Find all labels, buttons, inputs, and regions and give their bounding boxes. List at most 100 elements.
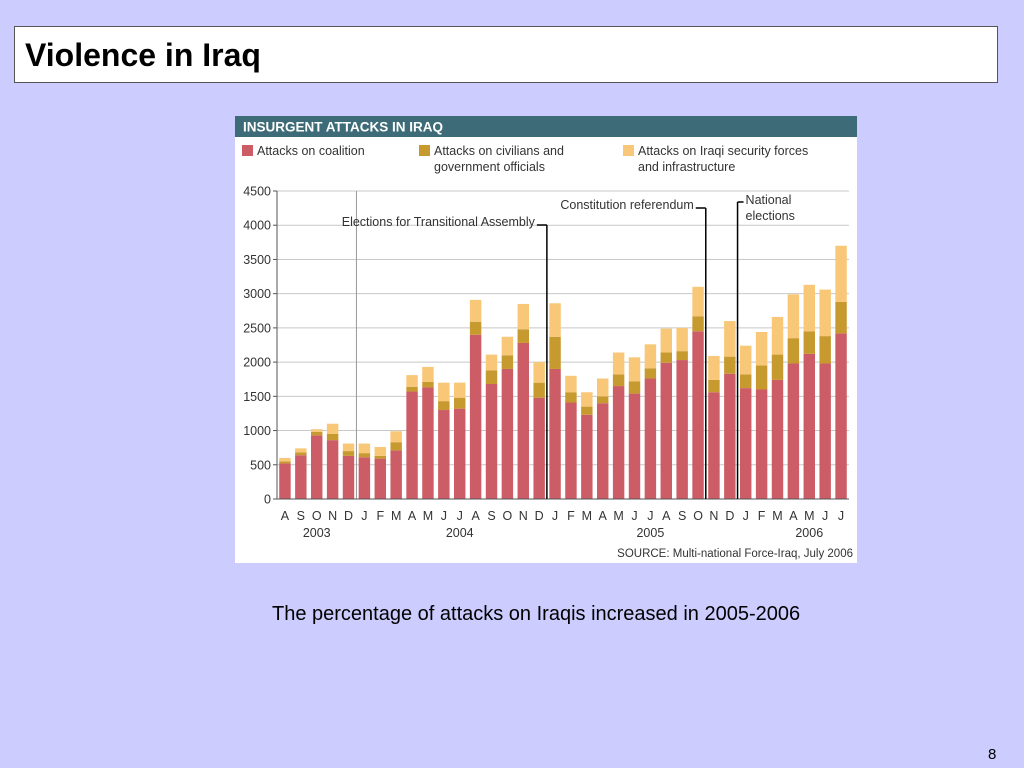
bar-segment bbox=[549, 303, 561, 337]
bar-segment bbox=[533, 362, 545, 383]
insurgent-attacks-chart: INSURGENT ATTACKS IN IRAQ Attacks on coal… bbox=[235, 116, 857, 560]
chart-source: SOURCE: Multi-national Force-Iraq, July … bbox=[617, 548, 853, 560]
bar-segment bbox=[771, 354, 784, 380]
x-tick-label: N bbox=[328, 509, 337, 523]
bar-segment bbox=[517, 342, 529, 499]
x-tick-label: M bbox=[613, 509, 623, 523]
bar-segment bbox=[390, 442, 402, 451]
event-annotation-label: National bbox=[746, 193, 792, 207]
bar-segment bbox=[628, 357, 641, 382]
legend-label: government officials bbox=[434, 160, 545, 174]
bar-segment bbox=[454, 382, 466, 398]
legend-label: Attacks on Iraqi security forces bbox=[638, 144, 808, 158]
bar-segment bbox=[390, 450, 402, 499]
bar-segment bbox=[787, 338, 800, 364]
x-tick-label: A bbox=[281, 509, 290, 523]
chart-title: INSURGENT ATTACKS IN IRAQ bbox=[243, 120, 443, 135]
bar-segment bbox=[326, 433, 339, 441]
y-tick-label: 1500 bbox=[243, 390, 271, 404]
bar-segment bbox=[358, 443, 371, 454]
bar-segment bbox=[485, 354, 498, 371]
bar-segment bbox=[581, 406, 593, 415]
year-label: 2006 bbox=[795, 526, 823, 540]
bar-segment bbox=[660, 328, 672, 353]
x-tick-label: J bbox=[647, 509, 653, 523]
x-tick-label: O bbox=[503, 509, 513, 523]
bar-segment bbox=[311, 429, 323, 432]
year-label: 2004 bbox=[446, 526, 474, 540]
x-tick-label: D bbox=[535, 509, 544, 523]
bar-segment bbox=[597, 396, 609, 404]
legend-label: Attacks on coalition bbox=[257, 144, 365, 158]
legend-swatch bbox=[623, 145, 634, 156]
bar-segment bbox=[406, 386, 418, 392]
y-tick-label: 4000 bbox=[243, 219, 271, 233]
bar-segment bbox=[581, 414, 593, 499]
y-tick-label: 3500 bbox=[243, 253, 271, 267]
x-tick-label: S bbox=[678, 509, 686, 523]
legend-label: and infrastructure bbox=[638, 160, 735, 174]
y-tick-label: 0 bbox=[264, 493, 271, 507]
bar-segment bbox=[517, 303, 529, 330]
x-tick-label: J bbox=[743, 509, 749, 523]
x-tick-label: D bbox=[344, 509, 353, 523]
x-tick-label: M bbox=[423, 509, 433, 523]
legend-swatch bbox=[419, 145, 430, 156]
slide-title: Violence in Iraq bbox=[25, 37, 261, 73]
bar-segment bbox=[438, 401, 450, 411]
x-tick-label: N bbox=[519, 509, 528, 523]
bar-segment bbox=[708, 379, 720, 393]
bar-segment bbox=[469, 299, 482, 322]
x-tick-label: M bbox=[391, 509, 401, 523]
chart-header-bar bbox=[235, 116, 857, 137]
bar-segment bbox=[803, 284, 815, 332]
x-tick-label: S bbox=[297, 509, 305, 523]
bar-segment bbox=[454, 408, 466, 499]
x-tick-label: M bbox=[582, 509, 592, 523]
bar-segment bbox=[819, 289, 831, 337]
bar-segment bbox=[628, 381, 641, 394]
x-tick-label: A bbox=[599, 509, 608, 523]
bar-segment bbox=[279, 461, 291, 464]
bar-segment bbox=[501, 355, 514, 369]
bar-segment bbox=[295, 448, 307, 453]
event-annotation-label: elections bbox=[746, 209, 795, 223]
bar-segment bbox=[342, 443, 355, 452]
y-tick-label: 4500 bbox=[243, 185, 271, 199]
bar-segment bbox=[644, 344, 657, 369]
bar-segment bbox=[803, 353, 815, 499]
x-tick-label: M bbox=[772, 509, 782, 523]
page-number: 8 bbox=[988, 746, 997, 763]
x-tick-label: O bbox=[312, 509, 322, 523]
bar-segment bbox=[708, 355, 720, 380]
bar-segment bbox=[787, 294, 800, 339]
bar-segment bbox=[533, 397, 545, 499]
bar-segment bbox=[819, 363, 831, 499]
bar-segment bbox=[390, 431, 402, 443]
bar-segment bbox=[644, 368, 657, 379]
bar-segment bbox=[358, 453, 371, 458]
bar-segment bbox=[724, 373, 736, 499]
x-tick-label: A bbox=[789, 509, 798, 523]
bar-segment bbox=[692, 286, 704, 317]
bar-segment bbox=[485, 370, 498, 385]
bar-segment bbox=[597, 403, 609, 499]
x-tick-label: O bbox=[693, 509, 703, 523]
x-tick-label: F bbox=[758, 509, 766, 523]
bar-segment bbox=[771, 379, 784, 499]
bar-segment bbox=[819, 336, 831, 364]
y-tick-label: 1000 bbox=[243, 424, 271, 438]
bar-segment bbox=[612, 386, 625, 499]
x-tick-label: J bbox=[457, 509, 463, 523]
x-tick-label: A bbox=[408, 509, 417, 523]
bar-segment bbox=[438, 410, 450, 499]
bar-segment bbox=[755, 365, 768, 390]
slide-title-box: Violence in Iraq bbox=[14, 26, 998, 83]
bar-segment bbox=[374, 458, 386, 499]
bar-segment bbox=[771, 316, 784, 355]
bar-segment bbox=[565, 392, 577, 403]
bar-segment bbox=[454, 397, 466, 409]
bar-segment bbox=[501, 368, 514, 499]
bar-segment bbox=[501, 336, 514, 356]
bar-segment bbox=[612, 374, 625, 387]
